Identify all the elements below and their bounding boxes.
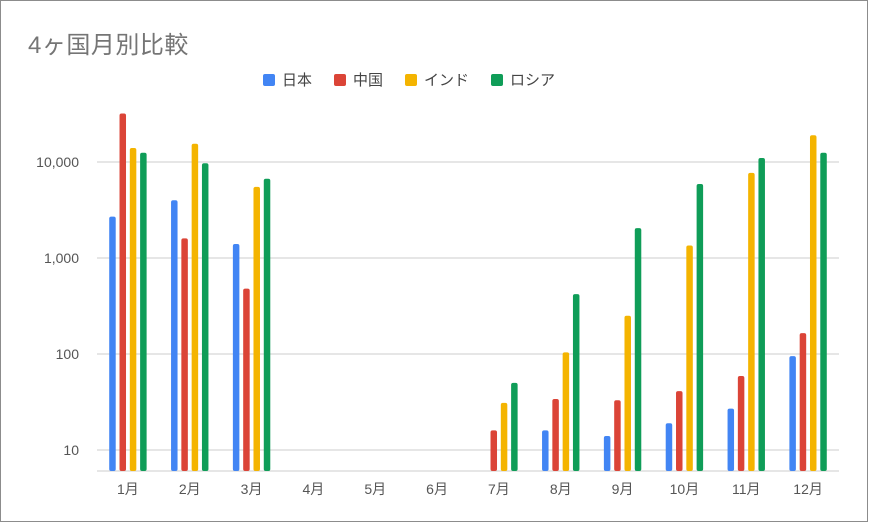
bar[interactable] <box>243 288 250 471</box>
bar[interactable] <box>232 243 240 471</box>
legend-swatch-india <box>405 73 418 86</box>
chart-title: 4ヶ国月別比較 <box>28 32 189 59</box>
x-tick-label: 12月 <box>793 481 823 497</box>
bar[interactable] <box>676 391 683 471</box>
bar[interactable] <box>500 402 508 471</box>
chart-legend: 日本 中国 インド ロシア <box>263 69 555 90</box>
y-tick-label: 10,000 <box>36 154 79 170</box>
legend-item-china[interactable]: 中国 <box>334 69 383 90</box>
legend-label-china: 中国 <box>353 72 384 89</box>
bar[interactable] <box>614 400 621 471</box>
legend-item-russia[interactable]: ロシア <box>491 69 555 90</box>
bar[interactable] <box>490 430 498 471</box>
bar[interactable] <box>737 375 745 471</box>
x-tick-label: 4月 <box>303 481 325 497</box>
bar[interactable] <box>511 382 518 471</box>
bar[interactable] <box>820 152 827 471</box>
x-tick-label: 6月 <box>426 481 448 497</box>
x-tick-label: 7月 <box>488 481 510 497</box>
bar[interactable] <box>552 398 559 471</box>
bar[interactable] <box>253 186 260 472</box>
legend-swatch-russia <box>491 73 504 86</box>
legend-label-russia: ロシア <box>510 72 556 89</box>
x-tick-label: 5月 <box>364 481 386 497</box>
bar[interactable] <box>809 135 817 471</box>
bar[interactable] <box>119 113 127 471</box>
x-tick-label: 9月 <box>612 481 634 497</box>
y-tick-label: 1,000 <box>44 250 79 266</box>
bar[interactable] <box>665 423 673 471</box>
x-tick-label: 10月 <box>670 481 700 497</box>
bar[interactable] <box>263 178 271 471</box>
legend-swatch-china <box>334 73 347 86</box>
bar[interactable] <box>624 315 631 471</box>
legend-item-japan[interactable]: 日本 <box>263 69 312 90</box>
bar[interactable] <box>562 352 570 471</box>
bar[interactable] <box>799 333 807 471</box>
bar[interactable] <box>542 430 549 471</box>
x-tick-label: 2月 <box>179 481 201 497</box>
bar[interactable] <box>140 152 147 471</box>
bar[interactable] <box>109 216 116 471</box>
bar[interactable] <box>634 228 642 471</box>
bar[interactable] <box>572 294 580 471</box>
legend-swatch-japan <box>263 73 275 86</box>
bar[interactable] <box>696 183 704 471</box>
y-tick-label: 10 <box>63 442 79 458</box>
bar[interactable] <box>201 163 209 472</box>
legend-item-india[interactable]: インド <box>405 69 469 90</box>
bar[interactable] <box>129 147 137 471</box>
bar[interactable] <box>748 172 755 471</box>
bar[interactable] <box>789 356 796 471</box>
x-tick-label: 11月 <box>732 481 761 497</box>
bar[interactable] <box>686 245 693 471</box>
bar[interactable] <box>191 143 199 471</box>
x-tick-label: 3月 <box>241 481 263 497</box>
bar[interactable] <box>171 200 178 471</box>
x-tick-label: 1月 <box>117 481 139 497</box>
bar[interactable] <box>181 238 188 471</box>
bar[interactable] <box>758 158 765 471</box>
bar[interactable] <box>603 435 611 471</box>
legend-label-india: インド <box>424 72 470 89</box>
legend-label-japan: 日本 <box>282 72 313 89</box>
bar[interactable] <box>727 408 735 471</box>
y-tick-label: 100 <box>56 346 80 362</box>
x-tick-label: 8月 <box>550 481 572 497</box>
